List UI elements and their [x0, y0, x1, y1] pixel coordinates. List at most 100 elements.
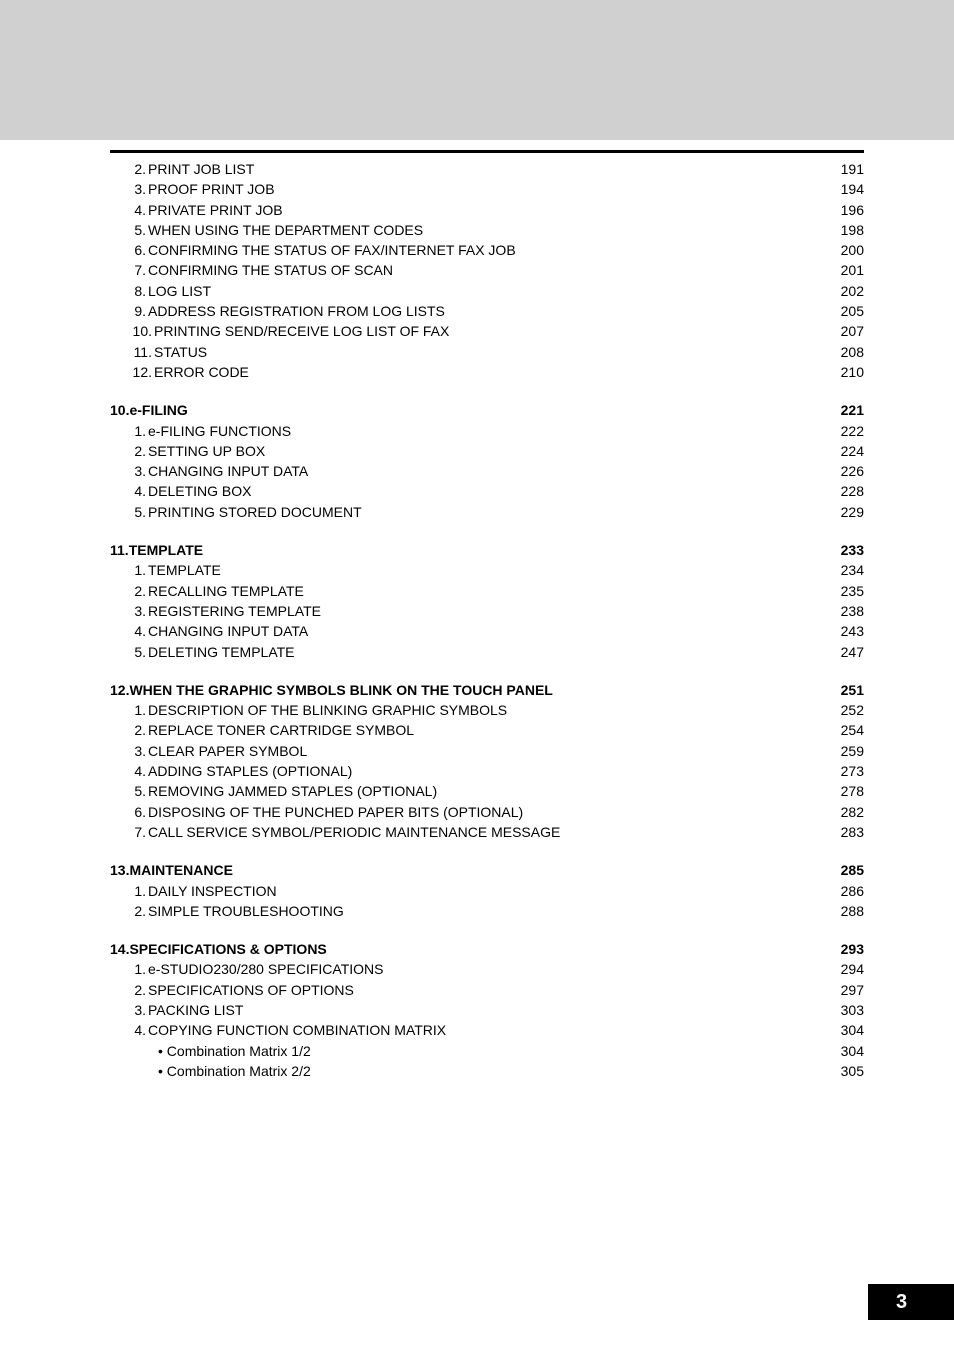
toc-item-label: PRINTING SEND/RECEIVE LOG LIST OF FAX: [154, 321, 449, 341]
toc-entry: • Combination Matrix 2/2305: [110, 1061, 864, 1081]
toc-entry: 4.PRIVATE PRINT JOB196: [110, 200, 864, 220]
toc-item-label: CHANGING INPUT DATA: [148, 621, 308, 641]
toc-entry: 3.PACKING LIST303: [110, 1000, 864, 1020]
toc-entry: 6.CONFIRMING THE STATUS OF FAX/INTERNET …: [110, 240, 864, 260]
toc-item-label: SIMPLE TROUBLESHOOTING: [148, 901, 344, 921]
toc-item-number: 5.: [128, 642, 146, 662]
bullet-icon: •: [158, 1041, 167, 1061]
toc-item-label: CONFIRMING THE STATUS OF SCAN: [148, 260, 393, 280]
toc-item-label: CONFIRMING THE STATUS OF FAX/INTERNET FA…: [148, 240, 516, 260]
toc-item-label: TEMPLATE: [148, 560, 221, 580]
toc-item-label: WHEN USING THE DEPARTMENT CODES: [148, 220, 423, 240]
toc-item-page: 252: [841, 700, 864, 720]
toc-item-label: 13.MAINTENANCE: [110, 860, 233, 880]
toc-item-number: 4.: [128, 621, 146, 641]
toc-item-page: 283: [841, 822, 864, 842]
toc-item-label: 10.e-FILING: [110, 400, 188, 420]
toc-item-number: 3.: [128, 179, 146, 199]
toc-item-label: DAILY INSPECTION: [148, 881, 277, 901]
toc-entry: 12.ERROR CODE210: [110, 362, 864, 382]
toc-item-label: PRINTING STORED DOCUMENT: [148, 502, 362, 522]
toc-item-page: 221: [841, 400, 864, 420]
toc-item-label: 12.WHEN THE GRAPHIC SYMBOLS BLINK ON THE…: [110, 680, 553, 700]
toc-item-page: 259: [841, 741, 864, 761]
toc-item-number: 1.: [128, 560, 146, 580]
toc-item-page: 278: [841, 781, 864, 801]
toc-item-page: 235: [841, 581, 864, 601]
header-band: [0, 0, 954, 140]
toc-item-page: 297: [841, 980, 864, 1000]
toc-section-head: 12.WHEN THE GRAPHIC SYMBOLS BLINK ON THE…: [110, 680, 864, 700]
toc-item-number: 2.: [128, 980, 146, 1000]
toc-item-page: 294: [841, 959, 864, 979]
toc-entry: 4.ADDING STAPLES (OPTIONAL)273: [110, 761, 864, 781]
toc-entry: 6.DISPOSING OF THE PUNCHED PAPER BITS (O…: [110, 802, 864, 822]
toc-item-page: 201: [841, 260, 864, 280]
toc-item-label: ERROR CODE: [154, 362, 249, 382]
toc-item-page: 205: [841, 301, 864, 321]
toc-entry: 1.e-FILING FUNCTIONS222: [110, 421, 864, 441]
toc-item-page: 304: [841, 1041, 864, 1061]
toc-section-head: 11.TEMPLATE233: [110, 540, 864, 560]
toc-item-label: ADDRESS REGISTRATION FROM LOG LISTS: [148, 301, 445, 321]
toc-entry: 5.WHEN USING THE DEPARTMENT CODES198: [110, 220, 864, 240]
toc-item-label: 11.TEMPLATE: [110, 540, 203, 560]
toc-item-label: REGISTERING TEMPLATE: [148, 601, 321, 621]
toc-item-page: 238: [841, 601, 864, 621]
toc-item-page: 254: [841, 720, 864, 740]
toc-item-number: 7.: [128, 822, 146, 842]
toc-item-page: 191: [841, 159, 864, 179]
toc-item-number: 4.: [128, 481, 146, 501]
toc-item-label: PROOF PRINT JOB: [148, 179, 275, 199]
toc-entry: 4.COPYING FUNCTION COMBINATION MATRIX304: [110, 1020, 864, 1040]
toc-item-number: 3.: [128, 741, 146, 761]
toc-item-page: 304: [841, 1020, 864, 1040]
toc-item-label: CALL SERVICE SYMBOL/PERIODIC MAINTENANCE…: [148, 822, 560, 842]
toc-item-label: PRIVATE PRINT JOB: [148, 200, 283, 220]
toc-item-page: 303: [841, 1000, 864, 1020]
toc-container: 2.PRINT JOB LIST1913.PROOF PRINT JOB1944…: [0, 150, 954, 1081]
toc-entry: 7.CONFIRMING THE STATUS OF SCAN 201: [110, 260, 864, 280]
toc-item-number: 3.: [128, 461, 146, 481]
toc-item-page: 273: [841, 761, 864, 781]
toc-entry: 2.REPLACE TONER CARTRIDGE SYMBOL254: [110, 720, 864, 740]
toc-item-number: 2.: [128, 159, 146, 179]
toc-item-number: 2.: [128, 441, 146, 461]
toc-item-label: e-STUDIO230/280 SPECIFICATIONS: [148, 959, 383, 979]
toc-entry: 9.ADDRESS REGISTRATION FROM LOG LISTS205: [110, 301, 864, 321]
toc-entry: 2.SETTING UP BOX224: [110, 441, 864, 461]
toc-item-number: 4.: [128, 200, 146, 220]
toc-entry: 4.DELETING BOX228: [110, 481, 864, 501]
toc-entry: 3.REGISTERING TEMPLATE 238: [110, 601, 864, 621]
toc-entry: 5.PRINTING STORED DOCUMENT229: [110, 502, 864, 522]
toc-item-number: 7.: [128, 260, 146, 280]
toc-section-head: 13.MAINTENANCE 285: [110, 860, 864, 880]
toc-item-page: 208: [841, 342, 864, 362]
top-rule: [110, 150, 864, 153]
toc-item-page: 247: [841, 642, 864, 662]
toc-item-page: 234: [841, 560, 864, 580]
toc-item-page: 285: [841, 860, 864, 880]
toc-item-number: 1.: [128, 959, 146, 979]
toc-item-page: 202: [841, 281, 864, 301]
toc-item-page: 286: [841, 881, 864, 901]
toc-entry: 1.TEMPLATE 234: [110, 560, 864, 580]
toc-item-label: SPECIFICATIONS OF OPTIONS: [148, 980, 354, 1000]
toc-item-label: LOG LIST: [148, 281, 211, 301]
toc-item-number: 3.: [128, 601, 146, 621]
toc-entry: 2.SPECIFICATIONS OF OPTIONS 297: [110, 980, 864, 1000]
toc-item-number: 2.: [128, 581, 146, 601]
toc-item-label: DELETING TEMPLATE: [148, 642, 295, 662]
toc-entry: 2.PRINT JOB LIST191: [110, 159, 864, 179]
toc-item-number: 1.: [128, 881, 146, 901]
toc-item-page: 251: [841, 680, 864, 700]
toc-item-number: 3.: [128, 1000, 146, 1020]
toc-item-label: SETTING UP BOX: [148, 441, 265, 461]
toc-item-page: 305: [841, 1061, 864, 1081]
toc-item-page: 229: [841, 502, 864, 522]
toc-section-head: 10.e-FILING 221: [110, 400, 864, 420]
toc-entry: 1.DESCRIPTION OF THE BLINKING GRAPHIC SY…: [110, 700, 864, 720]
toc-entry: 4.CHANGING INPUT DATA243: [110, 621, 864, 641]
toc-item-number: 1.: [128, 700, 146, 720]
toc-item-number: 11.: [128, 342, 152, 362]
